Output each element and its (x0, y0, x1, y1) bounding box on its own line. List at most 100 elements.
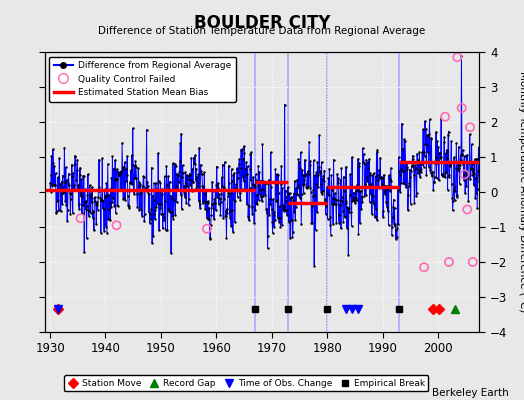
Point (123, 153, 132, 159)
Point (205, 204, 214, 211)
Point (304, 183, 312, 190)
Point (471, 156, 479, 162)
Point (65, 181, 73, 188)
Point (77, 190, 85, 196)
Point (439, 172, 447, 179)
Point (231, 219, 239, 225)
Point (66, 190, 74, 196)
Point (191, 152, 199, 159)
Point (268, 219, 276, 226)
Point (230, 170, 238, 176)
Point (421, 140, 430, 147)
Point (77, 193, 85, 200)
Point (160, 217, 168, 224)
Point (428, 173, 436, 180)
Point (452, 165, 460, 171)
Point (227, 223, 235, 230)
Point (90, 227, 98, 234)
Point (400, 136, 408, 143)
Point (192, 184, 201, 191)
Point (386, 176, 395, 182)
Point (217, 191, 225, 197)
Point (63, 218, 71, 224)
Point (446, 160, 455, 166)
Point (348, 198, 357, 204)
Point (385, 183, 394, 190)
Point (266, 196, 274, 202)
Point (325, 166, 334, 172)
Point (58, 178, 66, 185)
Point (182, 180, 190, 186)
Point (273, 197, 281, 203)
Point (104, 206, 113, 212)
Point (380, 191, 389, 197)
Point (159, 210, 167, 217)
Point (156, 180, 165, 186)
Point (423, 148, 432, 155)
Point (477, 163, 486, 170)
Point (380, 172, 388, 178)
Point (449, 198, 457, 204)
Point (64, 180, 72, 186)
Point (381, 188, 389, 194)
Point (219, 214, 227, 221)
Point (148, 240, 156, 246)
Point (157, 201, 166, 207)
Point (413, 170, 422, 177)
Point (389, 196, 398, 203)
Point (401, 138, 409, 144)
Point (278, 185, 287, 192)
Point (440, 134, 449, 141)
Point (112, 176, 121, 182)
Point (50, 182, 59, 188)
Point (96, 187, 104, 194)
Point (233, 165, 241, 172)
Point (193, 174, 201, 180)
Point (147, 216, 155, 222)
Point (288, 234, 297, 240)
Y-axis label: Monthly Temperature Anomaly Difference (°C): Monthly Temperature Anomaly Difference (… (518, 71, 524, 313)
Point (196, 205, 204, 211)
Point (377, 184, 386, 191)
Point (393, 225, 401, 232)
Point (48, 182, 56, 189)
Point (179, 170, 187, 176)
Point (377, 174, 385, 180)
Point (139, 173, 148, 180)
Point (236, 189, 244, 196)
Point (270, 224, 278, 230)
Point (336, 197, 344, 204)
Point (97, 197, 105, 203)
Point (374, 177, 383, 183)
Point (440, 139, 448, 145)
Point (458, 147, 467, 153)
Point (245, 184, 254, 191)
Point (199, 200, 207, 206)
Point (72, 177, 81, 184)
Point (290, 208, 299, 215)
Point (456, 152, 465, 158)
Point (227, 166, 236, 172)
Point (421, 118, 429, 124)
Point (171, 212, 179, 218)
Point (315, 132, 323, 139)
Point (422, 172, 431, 179)
Point (444, 132, 452, 138)
Point (101, 194, 109, 200)
Point (83, 202, 91, 209)
Point (345, 205, 353, 211)
Point (143, 126, 151, 133)
Point (115, 172, 123, 178)
Point (450, 197, 458, 203)
Point (325, 192, 333, 198)
Point (150, 197, 159, 203)
Point (291, 185, 300, 192)
Point (149, 210, 158, 217)
Point (204, 200, 212, 206)
Point (260, 192, 269, 198)
Point (70, 161, 79, 167)
Point (161, 227, 170, 233)
Point (204, 216, 213, 222)
Point (406, 174, 414, 180)
Point (240, 143, 248, 149)
